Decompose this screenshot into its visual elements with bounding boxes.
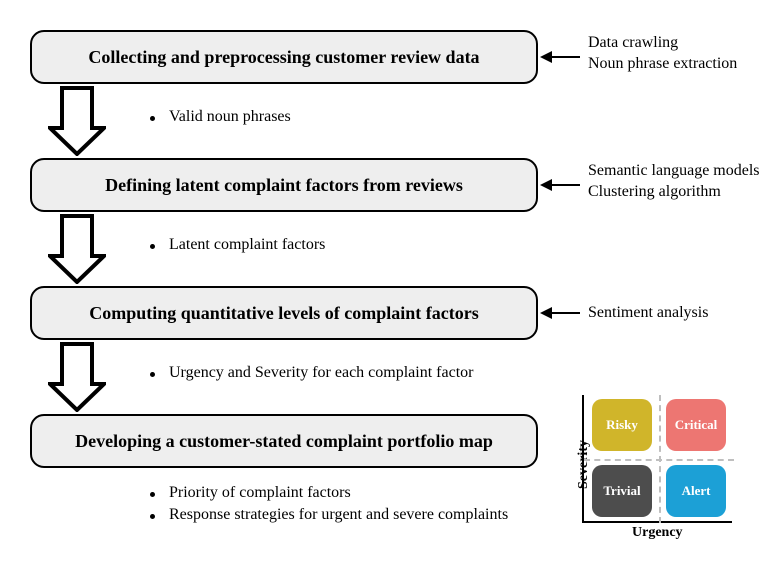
quadrant-cell-label-risky: Risky — [606, 417, 638, 433]
bullet-3-1: Urgency and Severity for each complaint … — [169, 364, 473, 382]
annotation-2-line-1: Semantic language models — [588, 161, 760, 182]
side-arrow-1 — [540, 48, 580, 66]
down-arrow-2 — [48, 214, 106, 284]
bullet-dot-icon — [150, 372, 155, 377]
bullet-block-1: Valid noun phrases — [150, 108, 291, 126]
quadrant-x-axis-label: Urgency — [632, 525, 683, 541]
bullet-4-1: Priority of complaint factors — [169, 484, 351, 502]
quadrant-cell-risky: Risky — [592, 399, 652, 451]
quadrant-cell-critical: Critical — [666, 399, 726, 451]
quadrant-plot-area: Risky Critical Trivial Alert — [582, 395, 732, 523]
quadrant-cell-alert: Alert — [666, 465, 726, 517]
bullet-block-3: Urgency and Severity for each complaint … — [150, 364, 473, 382]
annotation-1-line-1: Data crawling — [588, 33, 737, 54]
stage-label-3: Computing quantitative levels of complai… — [89, 303, 478, 324]
quadrant-divider-horizontal — [584, 459, 734, 461]
bullet-1-1: Valid noun phrases — [169, 108, 291, 126]
stage-label-2: Defining latent complaint factors from r… — [105, 175, 463, 196]
annotation-2-line-2: Clustering algorithm — [588, 182, 760, 203]
side-arrow-3 — [540, 304, 580, 322]
quadrant-cell-trivial: Trivial — [592, 465, 652, 517]
annotation-3: Sentiment analysis — [588, 303, 708, 324]
down-arrow-1 — [48, 86, 106, 156]
quadrant-cell-label-critical: Critical — [675, 417, 718, 433]
bullet-dot-icon — [150, 514, 155, 519]
bullet-block-4: Priority of complaint factors Response s… — [150, 484, 508, 524]
stage-label-1: Collecting and preprocessing customer re… — [88, 47, 479, 68]
stage-box-2: Defining latent complaint factors from r… — [30, 158, 538, 212]
annotation-2: Semantic language models Clustering algo… — [588, 161, 760, 203]
side-arrow-2 — [540, 176, 580, 194]
stage-label-4: Developing a customer-stated complaint p… — [75, 431, 493, 452]
quadrant-cell-label-trivial: Trivial — [603, 483, 640, 499]
annotation-1-line-2: Noun phrase extraction — [588, 54, 737, 75]
bullet-dot-icon — [150, 244, 155, 249]
stage-box-3: Computing quantitative levels of complai… — [30, 286, 538, 340]
bullet-2-1: Latent complaint factors — [169, 236, 325, 254]
bullet-4-2: Response strategies for urgent and sever… — [169, 506, 508, 524]
bullet-dot-icon — [150, 116, 155, 121]
bullet-dot-icon — [150, 492, 155, 497]
annotation-1: Data crawling Noun phrase extraction — [588, 33, 737, 75]
bullet-block-2: Latent complaint factors — [150, 236, 325, 254]
annotation-3-line-1: Sentiment analysis — [588, 303, 708, 324]
down-arrow-3 — [48, 342, 106, 412]
stage-box-1: Collecting and preprocessing customer re… — [30, 30, 538, 84]
stage-box-4: Developing a customer-stated complaint p… — [30, 414, 538, 468]
quadrant-cell-label-alert: Alert — [682, 483, 711, 499]
quadrant-chart: Severity Risky Critical Trivial Alert Ur… — [582, 395, 732, 523]
